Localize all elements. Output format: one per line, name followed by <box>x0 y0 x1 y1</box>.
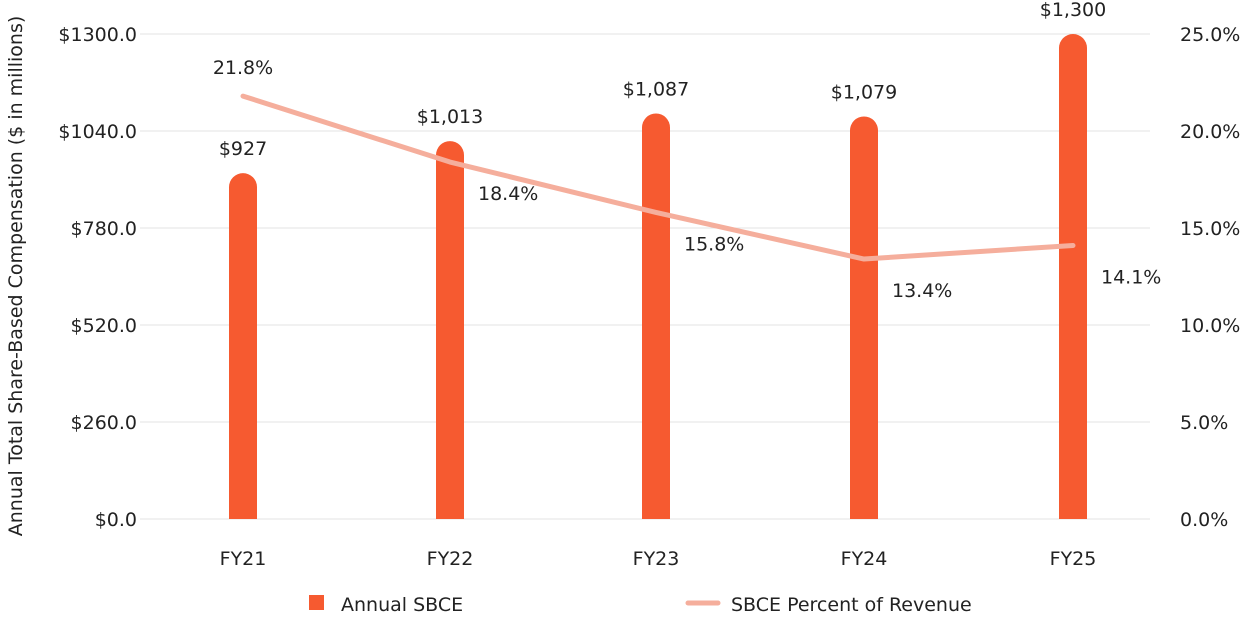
bar <box>642 113 670 519</box>
right-axis-ticks: 0.0% 5.0% 10.0% 15.0% 20.0% 25.0% <box>1180 24 1240 531</box>
y2-tick-label: 5.0% <box>1180 412 1228 434</box>
x-tick-label: FY25 <box>1050 548 1097 570</box>
y-tick-label: $1300.0 <box>58 24 137 46</box>
y2-tick-label: 0.0% <box>1180 509 1228 531</box>
bar-value-label: $1,300 <box>1040 0 1106 21</box>
left-axis-ticks: $0.0 $260.0 $520.0 $780.0 $1040.0 $1300.0 <box>58 24 137 531</box>
line-value-label: 14.1% <box>1101 266 1161 288</box>
y2-tick-label: 20.0% <box>1180 121 1240 143</box>
bar-value-label: $1,013 <box>417 106 483 128</box>
legend: Annual SBCE SBCE Percent of Revenue <box>309 594 972 616</box>
bar-series: $927 $1,013 $1,087 $1,079 $1,300 <box>219 0 1106 519</box>
line-value-label: 18.4% <box>478 183 538 205</box>
bar-value-label: $1,087 <box>623 78 689 100</box>
y-tick-label: $1040.0 <box>58 121 137 143</box>
bar-value-label: $927 <box>219 138 267 160</box>
legend-line-label: SBCE Percent of Revenue <box>731 594 972 616</box>
line-path <box>240 93 1076 262</box>
bar <box>1059 34 1087 519</box>
bar-value-label: $1,079 <box>831 81 897 103</box>
legend-bar-label: Annual SBCE <box>341 594 463 616</box>
y-tick-label: $520.0 <box>71 315 137 337</box>
x-tick-label: FY21 <box>220 548 267 570</box>
bar <box>229 173 257 519</box>
y-tick-label: $0.0 <box>95 509 137 531</box>
bar <box>850 116 878 519</box>
legend-bar-swatch <box>309 595 324 610</box>
line-series: 21.8% 18.4% 15.8% 13.4% 14.1% <box>213 57 1162 302</box>
line-value-label: 15.8% <box>684 233 744 255</box>
line-value-label: 21.8% <box>213 57 273 79</box>
x-tick-label: FY22 <box>427 548 474 570</box>
x-axis-ticks: FY21 FY22 FY23 FY24 FY25 <box>220 548 1097 570</box>
y-tick-label: $260.0 <box>71 412 137 434</box>
y2-tick-label: 25.0% <box>1180 24 1240 46</box>
y2-tick-label: 15.0% <box>1180 218 1240 240</box>
x-tick-label: FY24 <box>841 548 888 570</box>
x-tick-label: FY23 <box>633 548 680 570</box>
y-axis-label: Annual Total Share-Based Compensation ($… <box>5 16 27 537</box>
line-value-label: 13.4% <box>892 280 952 302</box>
bar <box>436 141 464 519</box>
y2-tick-label: 10.0% <box>1180 315 1240 337</box>
y-tick-label: $780.0 <box>71 218 137 240</box>
